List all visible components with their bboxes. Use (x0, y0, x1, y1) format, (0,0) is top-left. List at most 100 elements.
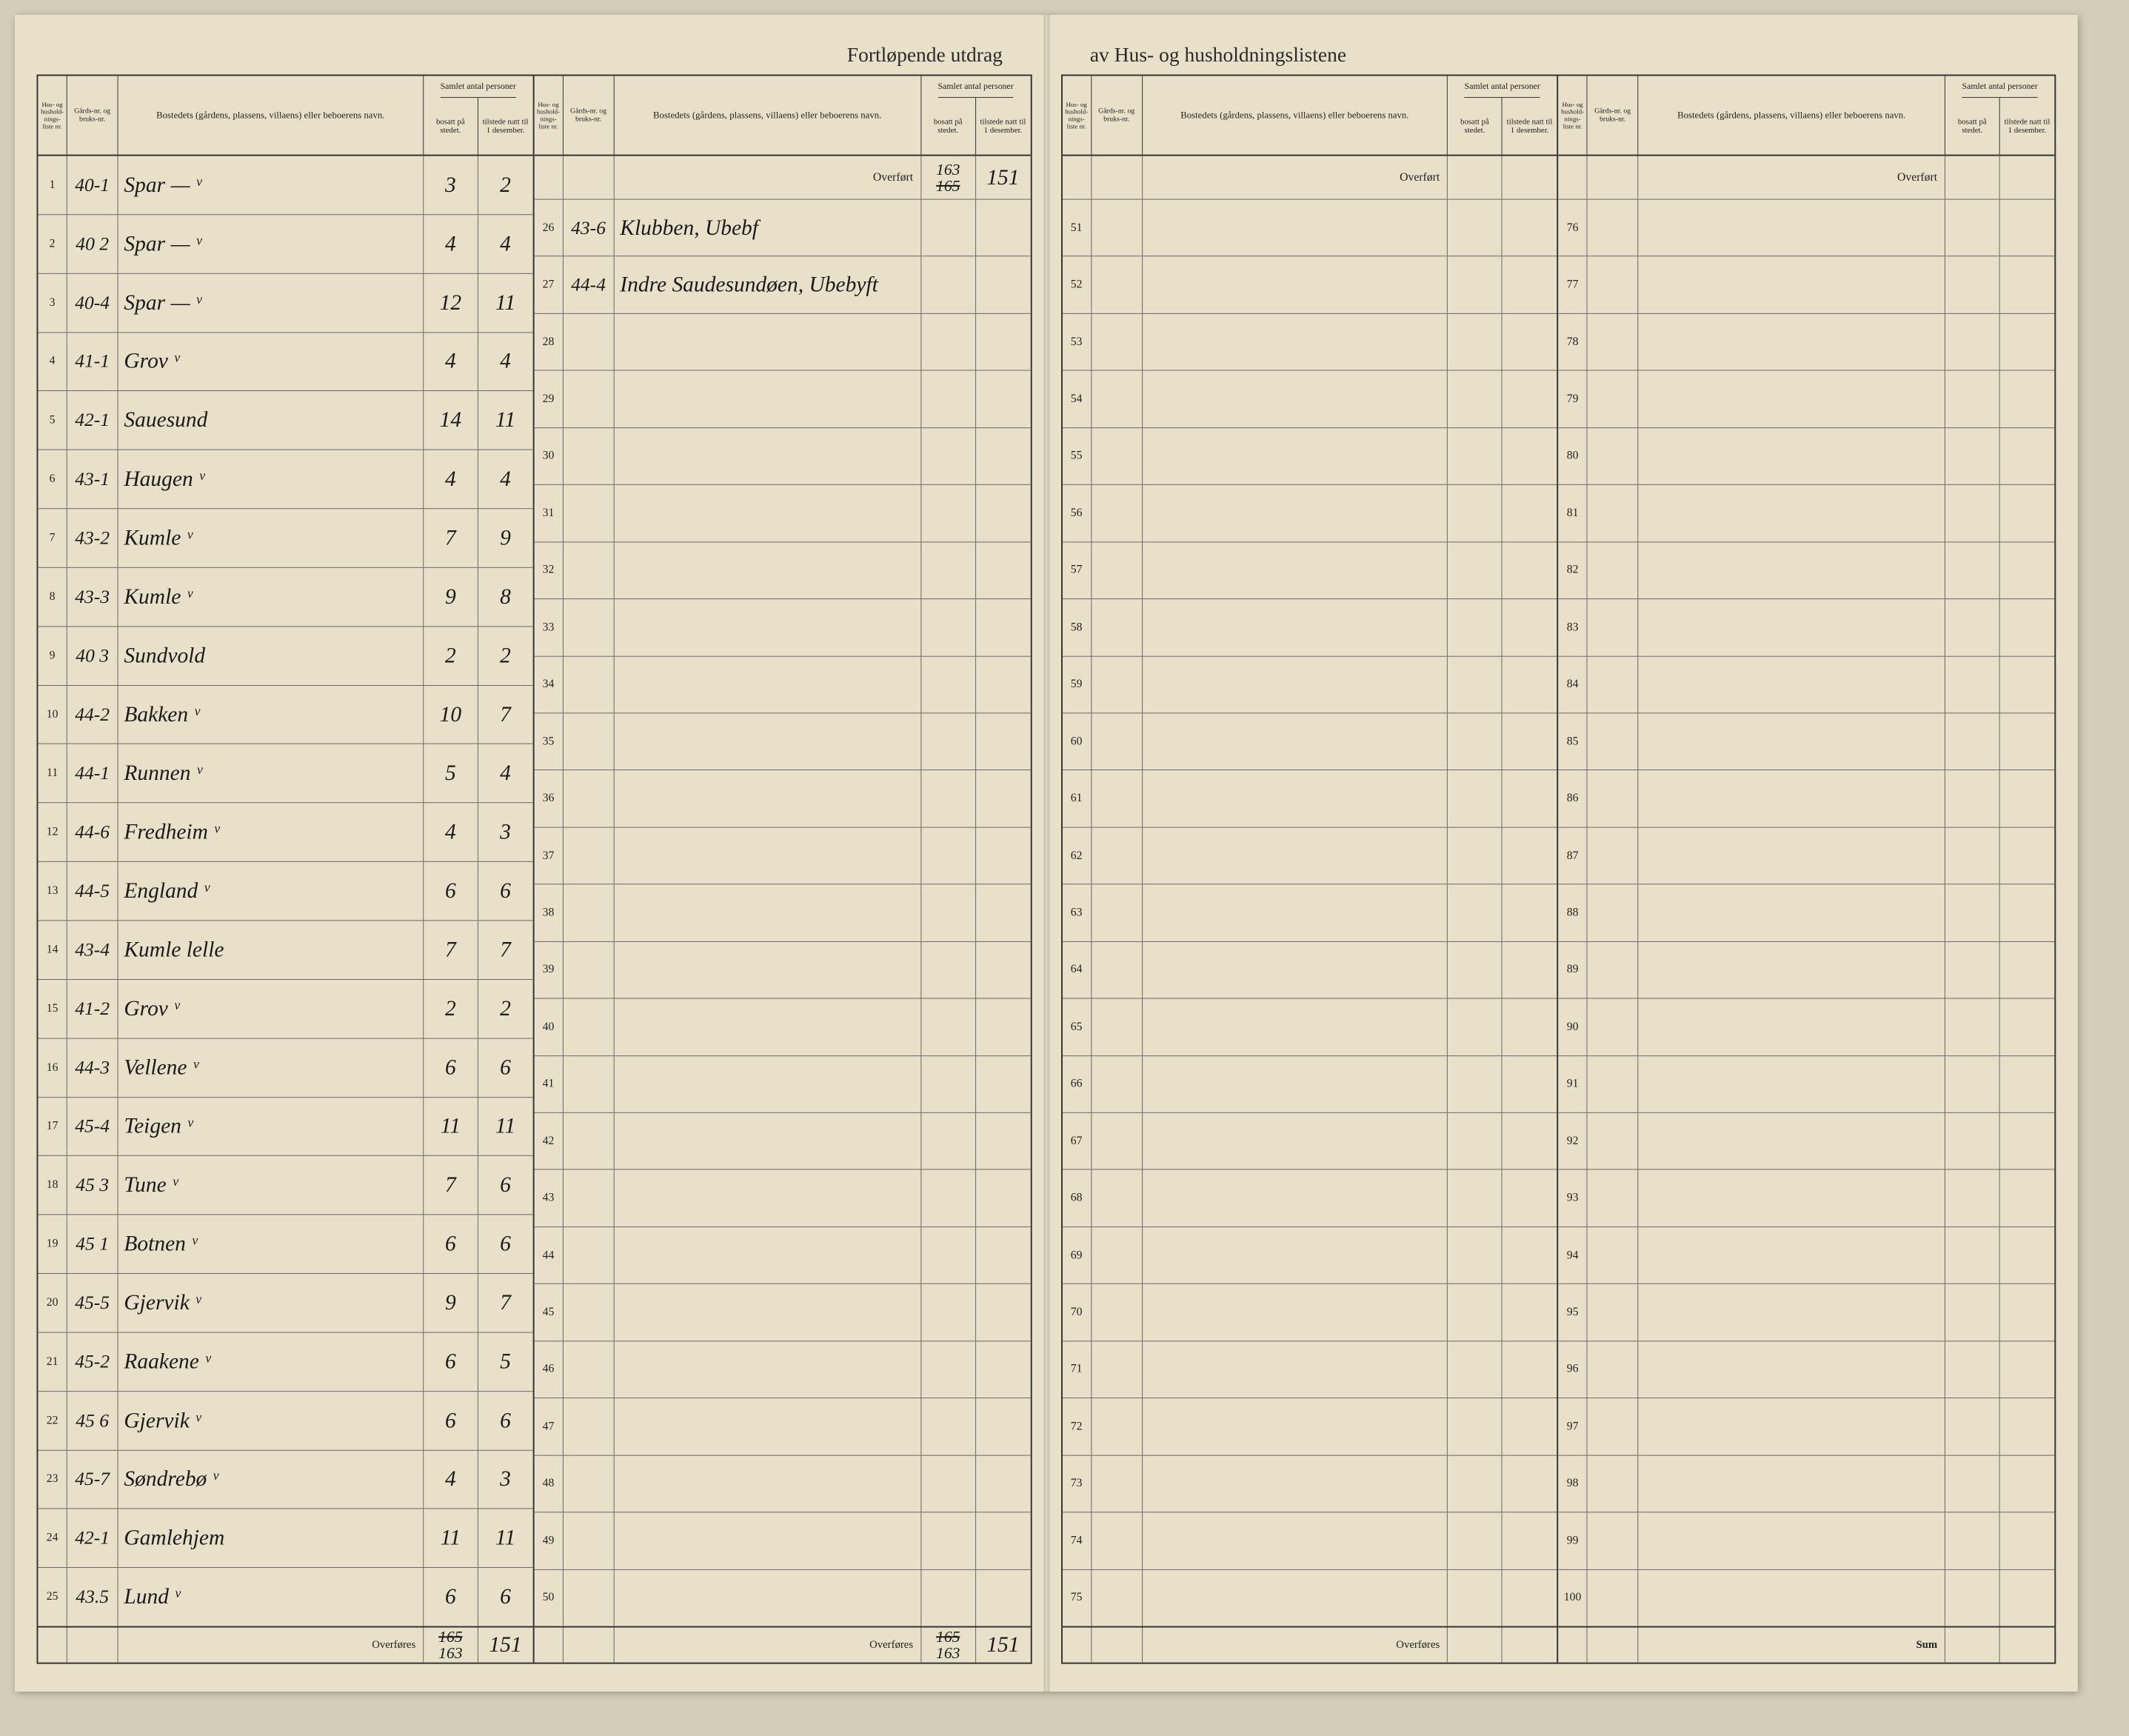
row-nr: 7 (38, 509, 67, 567)
row-gnr: 40-4 (67, 274, 118, 332)
row-bosatt (921, 1056, 976, 1112)
row-bosatt (921, 371, 976, 427)
table-row: 1443-4Kumle lelle77 (38, 921, 532, 979)
row-bosatt (1945, 599, 2000, 655)
row-bosatt (1945, 1341, 2000, 1398)
row-nr: 72 (1063, 1398, 1092, 1455)
row-tilstede (976, 314, 1031, 370)
row-tilstede (976, 428, 1031, 484)
table-row: 34 (534, 656, 1030, 713)
row-name (614, 1284, 920, 1341)
row-gnr (1092, 1569, 1143, 1626)
table-row: 843-3Kumle ᵛ98 (38, 568, 532, 627)
table-row: 1945 1Botnen ᵛ66 (38, 1215, 532, 1274)
row-gnr: 43-4 (67, 921, 118, 978)
row-bosatt (921, 314, 976, 370)
table-row: 940 3Sundvold22 (38, 627, 532, 685)
row-gnr (564, 999, 615, 1055)
row-nr: 20 (38, 1274, 67, 1332)
row-tilstede (2000, 1227, 2055, 1283)
row-tilstede (1503, 827, 1557, 884)
row-gnr (564, 1113, 615, 1169)
row-tilstede (2000, 257, 2055, 313)
row-name (1639, 200, 1945, 256)
row-gnr (1092, 314, 1143, 370)
table-row: 76 (1558, 200, 2054, 257)
row-nr: 50 (534, 1569, 563, 1626)
table-row: 2643-6Klubben, Ubebf (534, 200, 1030, 257)
row-gnr (1588, 1284, 1639, 1341)
row-name (614, 1341, 920, 1398)
left-page: Fortløpende utdrag Hus- og hushold-nings… (15, 15, 1046, 1692)
row-gnr: 44-3 (67, 1038, 118, 1096)
table-row: 52 (1063, 257, 1557, 314)
row-bosatt (1448, 257, 1503, 313)
row-gnr: 42-1 (67, 1509, 118, 1567)
row-bosatt (921, 257, 976, 313)
row-tilstede (2000, 314, 2055, 370)
h-gards-nr: Gårds-nr. og bruks-nr. (67, 76, 118, 155)
row-gnr: 40 3 (67, 627, 118, 684)
row-name (1639, 542, 1945, 598)
row-nr: 76 (1558, 200, 1587, 256)
row-tilstede (1503, 1170, 1557, 1226)
row-gnr (1588, 542, 1639, 598)
row-gnr: 44-2 (67, 686, 118, 744)
row-gnr (1588, 485, 1639, 541)
row-gnr: 44-4 (564, 257, 615, 313)
row-nr: 14 (38, 921, 67, 978)
table-row: 56 (1063, 485, 1557, 542)
row-gnr: 40-1 (67, 156, 118, 214)
row-bosatt: 4 (424, 333, 478, 390)
table-row: 80 (1558, 428, 2054, 485)
row-tilstede (1503, 942, 1557, 998)
row-bosatt (1945, 1170, 2000, 1226)
row-name: Runnen ᵛ (118, 744, 424, 802)
row-gnr (1588, 884, 1639, 941)
row-name: Gamlehjem (118, 1509, 424, 1567)
table-row: 36 (534, 770, 1030, 827)
row-nr: 89 (1558, 942, 1587, 998)
row-gnr (1092, 257, 1143, 313)
row-tilstede (976, 1398, 1031, 1455)
table-row: 39 (534, 942, 1030, 999)
table-row: 49 (534, 1512, 1030, 1569)
row-name: Kumle lelle (118, 921, 424, 978)
row-name: Haugen ᵛ (118, 450, 424, 508)
row-name (614, 1455, 920, 1512)
table-row: 2442-1Gamlehjem1111 (38, 1509, 532, 1568)
row-bosatt: 12 (424, 274, 478, 332)
row-tilstede (2000, 713, 2055, 769)
row-gnr (1588, 1113, 1639, 1169)
row-nr: 88 (1558, 884, 1587, 941)
row-nr: 67 (1063, 1113, 1092, 1169)
row-name: Kumle ᵛ (118, 568, 424, 626)
row-tilstede (976, 599, 1031, 655)
left-half-2: Hus- og hushold-nings-liste nr. Gårds-nr… (534, 76, 1030, 1663)
row-gnr (564, 770, 615, 827)
row-bosatt (1945, 1569, 2000, 1626)
row-tilstede: 6 (478, 1156, 533, 1214)
row-gnr: 40 2 (67, 215, 118, 273)
row-tilstede (976, 884, 1031, 941)
row-tilstede: 11 (478, 274, 533, 332)
table-row: 60 (1063, 713, 1557, 770)
row-nr: 70 (1063, 1284, 1092, 1341)
table-row: 1244-6Fredheim ᵛ43 (38, 803, 532, 861)
row-bosatt (921, 428, 976, 484)
row-name (1639, 371, 1945, 427)
row-name (1143, 200, 1448, 256)
row-tilstede (2000, 884, 2055, 941)
row-nr: 90 (1558, 999, 1587, 1055)
row-name (1639, 1056, 1945, 1112)
row-name (1143, 1227, 1448, 1283)
row-gnr (1588, 257, 1639, 313)
row-bosatt (1945, 827, 2000, 884)
row-tilstede (2000, 1341, 2055, 1398)
row-tilstede (976, 942, 1031, 998)
header-row: Hus- og hushold-nings-liste nr. Gårds-nr… (38, 76, 532, 156)
row-tilstede (2000, 999, 2055, 1055)
row-tilstede: 9 (478, 509, 533, 567)
row-nr: 68 (1063, 1170, 1092, 1226)
row-nr: 31 (534, 485, 563, 541)
